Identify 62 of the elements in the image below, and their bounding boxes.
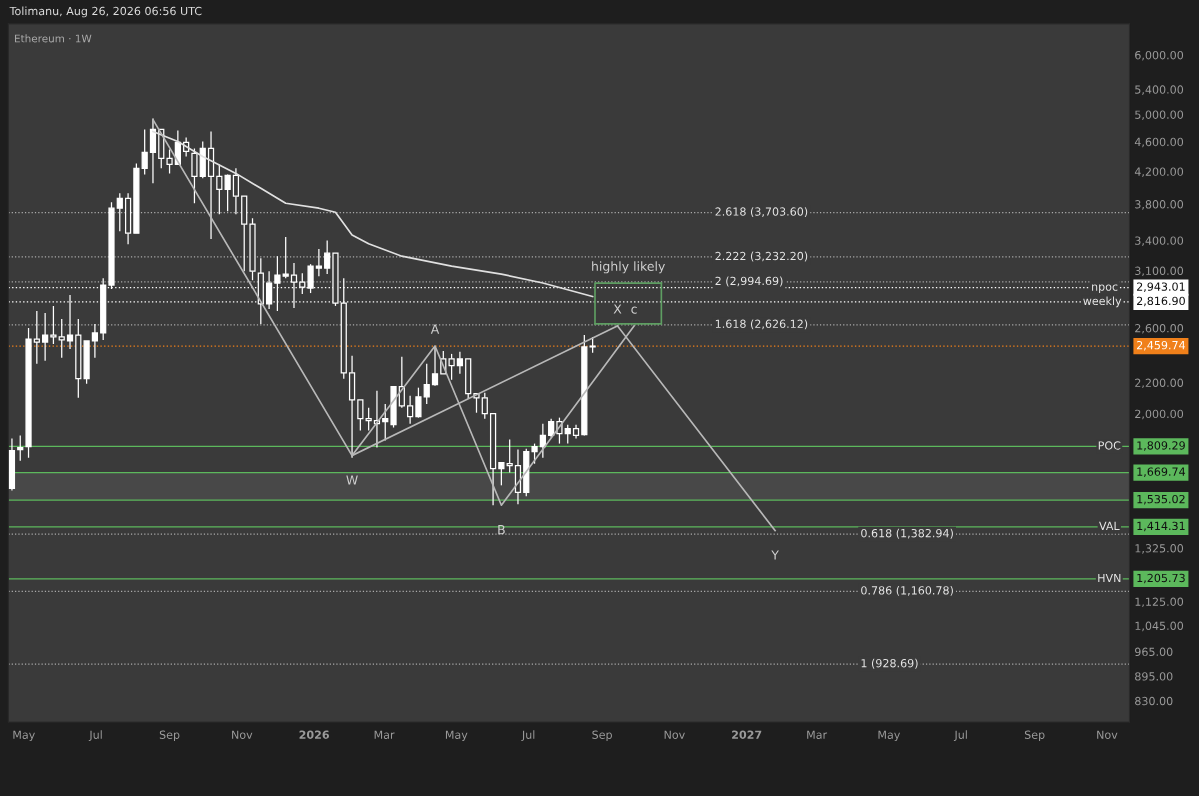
annotation: c: [631, 306, 637, 314]
x-tick-label: Sep: [1024, 730, 1045, 742]
x-tick-label: Jul: [88, 730, 102, 741]
y-tick-label: 2,200.00: [1135, 378, 1184, 389]
annotation: npoc: [1092, 284, 1118, 293]
x-tick-label: 2026: [299, 730, 329, 739]
ref-line-label: 2.222 (3,232.20): [715, 251, 808, 262]
text: Tolimanu, Aug 26, 2026 06:56 UTC: [9, 6, 202, 18]
y-tick-label: 895.00: [1135, 672, 1173, 681]
x-tick-label: May: [13, 730, 35, 742]
ref-line-label: 2 (2,994.69): [715, 276, 783, 287]
ref-line-label: 1,669.74: [1137, 467, 1186, 477]
ref-line-label: 1,535.02: [1137, 494, 1185, 505]
x-tick-label: Sep: [159, 730, 180, 742]
text: Ethereum · 1W: [15, 34, 92, 43]
annotation: highly likely: [592, 261, 665, 274]
x-tick-label: Nov: [232, 730, 253, 739]
y-tick-label: 4,200.00: [1134, 167, 1184, 177]
y-tick-label: 965.00: [1135, 647, 1173, 657]
y-tick-label: 2,000.00: [1135, 409, 1184, 420]
x-tick-label: Jul: [953, 730, 967, 741]
x-tick-label: May: [878, 730, 901, 742]
annotation: W: [346, 475, 358, 485]
annotation: B: [498, 525, 505, 535]
x-tick-label: Nov: [664, 730, 685, 739]
ref-line-label: 1,809.29: [1137, 441, 1185, 451]
y-tick-label: 1,125.00: [1135, 597, 1184, 608]
annotation: POC: [1098, 441, 1121, 450]
y-tick-label: 1,325.00: [1135, 544, 1184, 554]
y-tick-label: 6,000.00: [1135, 50, 1184, 61]
y-tick-label: 3,800.00: [1135, 200, 1184, 210]
annotation: Y: [771, 550, 779, 560]
annotation: HVN: [1098, 573, 1121, 582]
ref-line-label: 1,205.73: [1137, 573, 1185, 584]
ref-line-label: 2,459.74: [1137, 340, 1186, 351]
ref-line-label: 1,414.31: [1137, 521, 1185, 532]
x-tick-label: 2027: [732, 730, 762, 739]
ref-line-label: 0.618 (1,382.94): [861, 528, 953, 539]
y-tick-label: 5,000.00: [1135, 110, 1184, 121]
y-tick-label: 3,100.00: [1135, 266, 1184, 277]
annotation: A: [430, 324, 440, 334]
y-tick-label: 1,045.00: [1135, 621, 1184, 632]
y-tick-label: 2,600.00: [1135, 324, 1184, 334]
x-tick-label: Nov: [1097, 730, 1118, 739]
y-tick-label: 3,400.00: [1135, 236, 1184, 246]
ref-line-label: 1.618 (2,626.12): [715, 319, 808, 330]
y-tick-label: 830.00: [1135, 696, 1173, 706]
ref-line-label: 2,943.01: [1137, 282, 1185, 292]
ref-line-label: 0.786 (1,160.78): [861, 585, 953, 596]
annotation: X: [613, 304, 622, 314]
x-tick-label: Mar: [374, 730, 395, 739]
y-tick-label: 4,600.00: [1134, 137, 1184, 148]
x-tick-label: Mar: [807, 730, 828, 739]
annotation: VAL: [1099, 521, 1120, 530]
ref-line-label: 2.618 (3,703.60): [715, 207, 808, 218]
x-tick-label: Sep: [592, 730, 612, 742]
y-tick-label: 5,400.00: [1135, 85, 1184, 95]
x-tick-label: May: [445, 730, 468, 742]
x-tick-label: Jul: [521, 730, 535, 741]
ref-line-label: 2,816.90: [1137, 296, 1185, 307]
ref-line-label: 1 (928.69): [861, 658, 918, 669]
annotation: weekly: [1083, 296, 1122, 308]
